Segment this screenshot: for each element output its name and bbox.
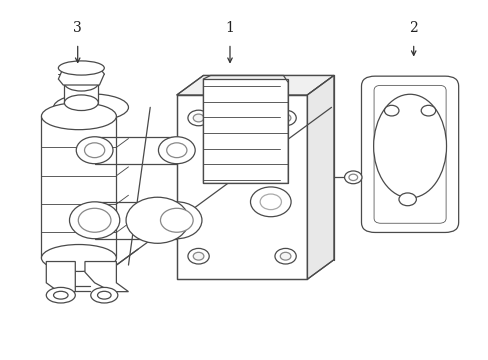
FancyBboxPatch shape bbox=[361, 76, 458, 233]
Ellipse shape bbox=[64, 76, 98, 91]
Ellipse shape bbox=[274, 110, 296, 126]
Polygon shape bbox=[177, 76, 333, 95]
Text: 3: 3 bbox=[73, 21, 82, 35]
Ellipse shape bbox=[348, 174, 357, 180]
Polygon shape bbox=[307, 76, 333, 279]
Polygon shape bbox=[203, 79, 287, 183]
Ellipse shape bbox=[158, 137, 195, 164]
Polygon shape bbox=[177, 95, 307, 279]
Ellipse shape bbox=[280, 114, 290, 122]
Text: 1: 1 bbox=[225, 21, 234, 35]
Ellipse shape bbox=[69, 202, 120, 239]
Ellipse shape bbox=[91, 287, 118, 303]
Ellipse shape bbox=[126, 197, 188, 243]
Polygon shape bbox=[64, 83, 98, 103]
Ellipse shape bbox=[41, 244, 116, 271]
Ellipse shape bbox=[78, 208, 111, 232]
Ellipse shape bbox=[274, 248, 296, 264]
Polygon shape bbox=[41, 116, 116, 258]
Ellipse shape bbox=[187, 110, 209, 126]
Ellipse shape bbox=[193, 114, 203, 122]
Ellipse shape bbox=[398, 193, 415, 206]
Polygon shape bbox=[58, 68, 104, 85]
Ellipse shape bbox=[58, 61, 104, 75]
Ellipse shape bbox=[193, 252, 203, 260]
Ellipse shape bbox=[41, 103, 116, 130]
Ellipse shape bbox=[76, 137, 113, 164]
Ellipse shape bbox=[64, 95, 98, 111]
Ellipse shape bbox=[250, 187, 290, 217]
Ellipse shape bbox=[187, 248, 209, 264]
Ellipse shape bbox=[373, 94, 446, 198]
Polygon shape bbox=[46, 261, 75, 292]
Ellipse shape bbox=[166, 143, 186, 158]
Ellipse shape bbox=[97, 291, 111, 299]
Ellipse shape bbox=[160, 208, 193, 232]
Ellipse shape bbox=[84, 143, 104, 158]
Ellipse shape bbox=[151, 202, 202, 239]
Ellipse shape bbox=[384, 105, 398, 116]
Ellipse shape bbox=[420, 105, 435, 116]
Ellipse shape bbox=[280, 252, 290, 260]
Polygon shape bbox=[85, 261, 128, 292]
Ellipse shape bbox=[46, 287, 75, 303]
Text: 2: 2 bbox=[408, 21, 417, 35]
Ellipse shape bbox=[53, 291, 68, 299]
Ellipse shape bbox=[260, 194, 281, 210]
Ellipse shape bbox=[344, 171, 361, 184]
